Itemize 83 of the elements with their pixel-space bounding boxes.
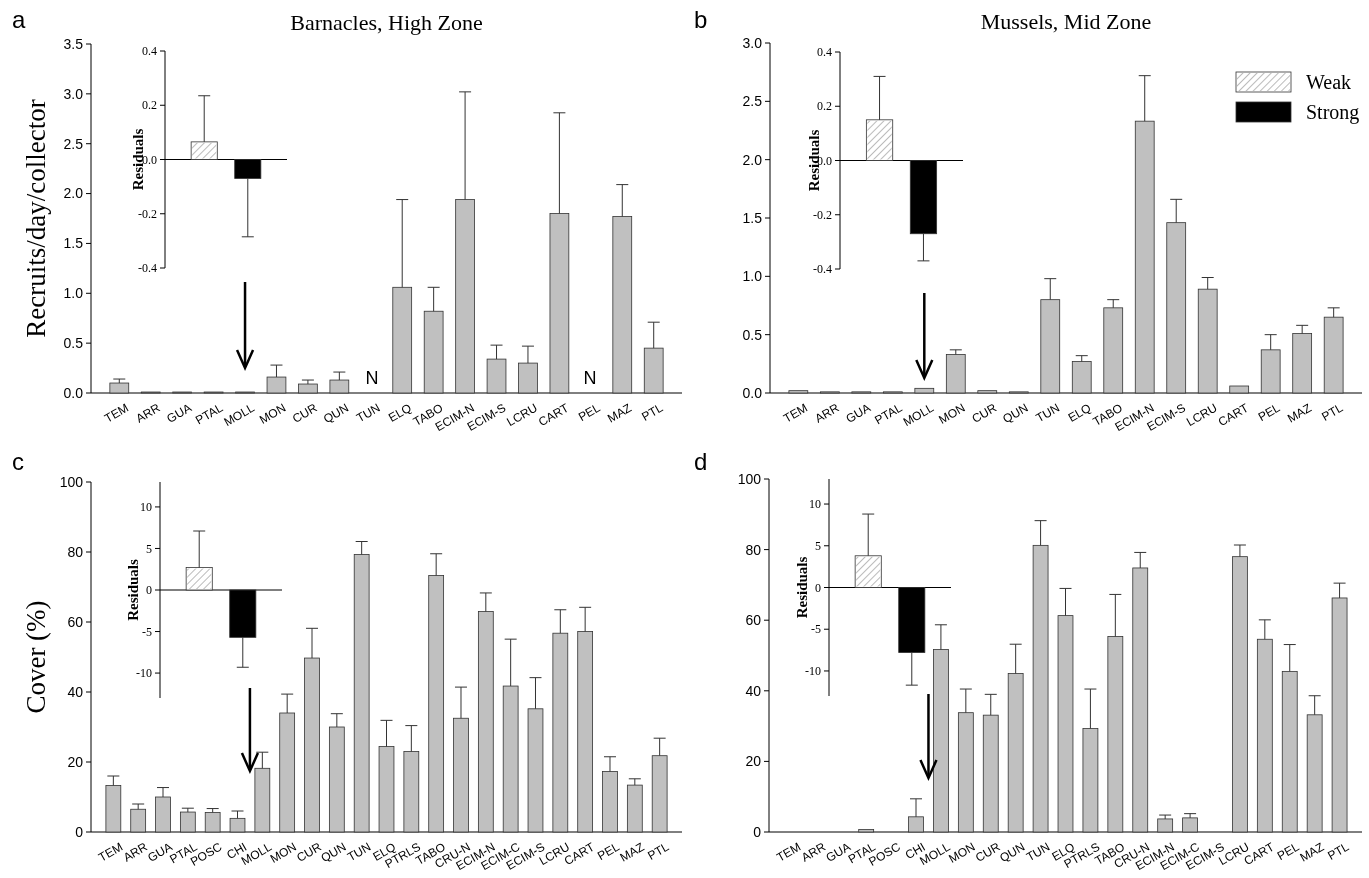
y-tick-label: 40 <box>67 683 84 700</box>
y-tick-label: 5 <box>815 538 821 553</box>
y-tick-label: 0.2 <box>817 99 832 114</box>
y-axis-title: Residuals <box>794 556 811 619</box>
y-tick-label: 10 <box>809 497 821 512</box>
x-tick-label: QUN <box>320 400 352 427</box>
y-tick-label: 0.4 <box>817 45 832 60</box>
y-tick-label: 10 <box>140 500 152 515</box>
x-tick-label: TUN <box>1033 400 1062 426</box>
y-tick-label: 20 <box>745 753 762 770</box>
x-tick-label: QUN <box>1000 400 1031 427</box>
y-tick-label: 0.0 <box>142 152 157 167</box>
text: d <box>694 448 708 475</box>
x-tick-label: TEM <box>102 400 131 426</box>
y-tick-label: 3.0 <box>742 34 763 51</box>
y-tick-label: 0.0 <box>742 384 763 401</box>
x-tick-label: PEL <box>575 400 603 425</box>
text: c <box>12 448 24 475</box>
x-tick-label: CUR <box>290 400 320 426</box>
y-tick-label: 60 <box>745 612 762 629</box>
y-tick-label: 2.0 <box>63 185 84 202</box>
y-tick-label: 0 <box>753 823 762 840</box>
y-tick-label: 1.0 <box>742 268 763 285</box>
legend-label: Weak <box>1306 71 1352 93</box>
annotation: N <box>583 368 597 388</box>
y-tick-label: -5 <box>142 624 152 639</box>
y-axis-title: Residuals <box>125 559 142 621</box>
legend-label: Strong <box>1306 101 1360 124</box>
chart-title: Mussels, Mid Zone <box>980 9 1152 34</box>
y-tick-label: 100 <box>59 473 84 490</box>
x-tick-label: PTL <box>1325 839 1352 863</box>
x-tick-label: CUR <box>969 400 1000 426</box>
x-tick-label: PTL <box>1319 400 1346 424</box>
y-tick-label: 2.5 <box>63 135 84 152</box>
x-tick-label: GUA <box>843 400 874 426</box>
x-tick-label: PTL <box>645 839 672 863</box>
y-tick-label: 0.0 <box>63 384 84 401</box>
x-tick-label: TUN <box>345 839 374 865</box>
text: b <box>694 6 708 33</box>
y-tick-label: -10 <box>805 664 821 679</box>
x-tick-label: PTL <box>639 400 666 424</box>
y-tick-label: -10 <box>136 666 152 681</box>
y-tick-label: 5 <box>146 541 152 556</box>
y-tick-label: 1.0 <box>63 285 84 302</box>
y-tick-label: 60 <box>67 613 84 630</box>
y-tick-label: 100 <box>737 470 762 487</box>
y-tick-label: 0.5 <box>742 326 763 343</box>
y-tick-label: 0 <box>815 580 821 595</box>
x-tick-label: PEL <box>1255 400 1283 425</box>
x-tick-label: ARR <box>133 400 163 426</box>
text: a <box>12 6 26 33</box>
y-tick-label: 1.5 <box>742 209 763 226</box>
y-tick-label: 3.0 <box>63 85 84 102</box>
y-axis-title: Recruits/day/collector <box>20 99 51 338</box>
y-tick-label: 0.2 <box>142 98 157 113</box>
x-tick-label: TEM <box>781 400 811 426</box>
x-tick-label: TEM <box>774 839 804 865</box>
y-tick-label: 80 <box>67 543 84 560</box>
x-tick-label: MAZ <box>1284 400 1314 426</box>
y-tick-label: 80 <box>745 541 762 558</box>
y-tick-label: 0.4 <box>142 44 157 59</box>
y-tick-label: 0 <box>146 583 152 598</box>
x-tick-label: GUA <box>164 400 194 426</box>
y-tick-label: -5 <box>811 622 821 637</box>
y-tick-label: 2.0 <box>742 151 763 168</box>
x-tick-label: TEM <box>96 839 126 865</box>
y-tick-label: 2.5 <box>742 93 763 110</box>
y-tick-label: 0 <box>75 823 84 840</box>
x-tick-label: TUN <box>354 400 383 426</box>
y-tick-label: 1.5 <box>63 235 84 252</box>
x-tick-label: ARR <box>812 400 842 426</box>
y-tick-label: 3.5 <box>63 35 84 52</box>
chart-title: Barnacles, High Zone <box>290 10 483 35</box>
annotation: N <box>365 368 379 388</box>
y-axis-title: Cover (%) <box>20 600 51 714</box>
y-tick-label: 0.5 <box>63 335 84 352</box>
y-tick-label: -0.2 <box>813 207 832 222</box>
y-tick-label: 40 <box>745 682 762 699</box>
y-tick-label: -0.4 <box>813 262 832 277</box>
y-tick-label: -0.4 <box>138 261 157 276</box>
y-tick-label: 20 <box>67 753 84 770</box>
y-tick-label: -0.2 <box>138 206 157 221</box>
x-tick-label: MAZ <box>605 400 634 426</box>
